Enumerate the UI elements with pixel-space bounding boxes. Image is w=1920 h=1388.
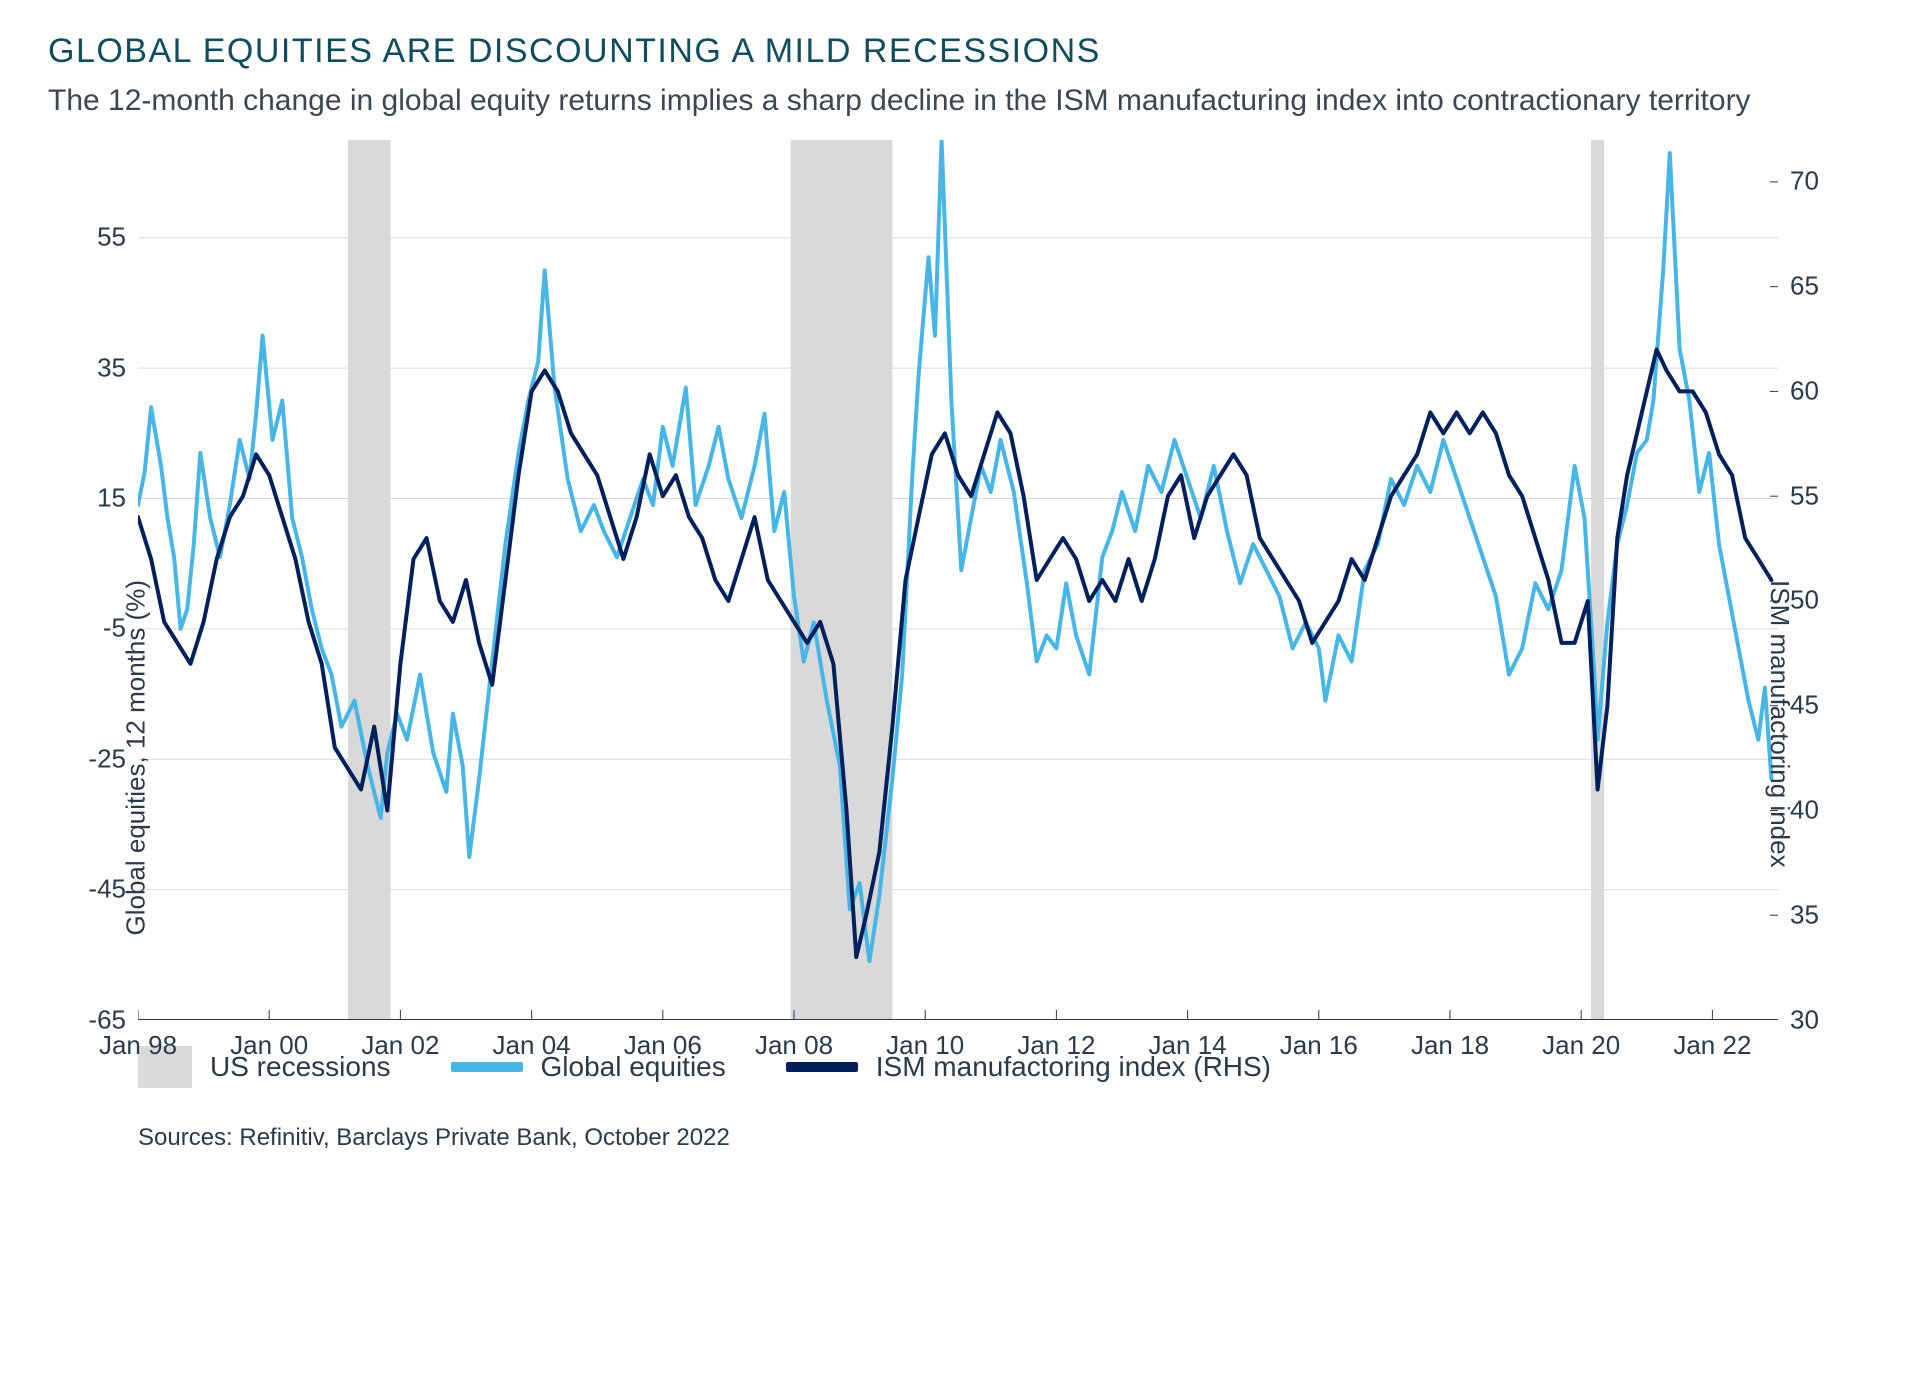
sources: Sources: Refinitiv, Barclays Private Ban…: [138, 1124, 1872, 1152]
x-tick: Jan 06: [624, 1020, 702, 1061]
x-tick: Jan 22: [1673, 1020, 1751, 1061]
y-right-tick: 70: [1778, 166, 1819, 197]
x-tick: Jan 16: [1280, 1020, 1358, 1061]
x-tick: Jan 20: [1542, 1020, 1620, 1061]
y-right-tick: 40: [1778, 794, 1819, 825]
equities-swatch: [451, 1062, 523, 1072]
x-tick: Jan 14: [1149, 1020, 1227, 1061]
x-tick: Jan 18: [1411, 1020, 1489, 1061]
x-tick: Jan 12: [1017, 1020, 1095, 1061]
chart-subtitle: The 12-month change in global equity ret…: [48, 81, 1768, 122]
x-tick: Jan 98: [99, 1020, 177, 1061]
x-tick: Jan 10: [886, 1020, 964, 1061]
y-left-tick: -45: [88, 874, 138, 905]
ism-swatch: [786, 1062, 858, 1072]
y-left-tick: 55: [97, 222, 138, 253]
y-left-tick: -25: [88, 743, 138, 774]
y-left-tick: 35: [97, 352, 138, 383]
chart-area: Global equities, 12 months (%) ISM manuf…: [48, 140, 1872, 1020]
y-right-tick: 30: [1778, 1004, 1819, 1035]
y-right-tick: 55: [1778, 480, 1819, 511]
x-tick: Jan 00: [230, 1020, 308, 1061]
y-right-tick: 35: [1778, 899, 1819, 930]
chart-svg: [138, 140, 1778, 1020]
y-left-tick: 15: [97, 483, 138, 514]
x-tick: Jan 08: [755, 1020, 833, 1061]
x-tick: Jan 04: [493, 1020, 571, 1061]
y-left-tick: -5: [103, 613, 138, 644]
plot: Global equities, 12 months (%) ISM manuf…: [138, 140, 1778, 1020]
y-right-tick: 65: [1778, 271, 1819, 302]
y-right-tick: 60: [1778, 375, 1819, 406]
chart-title: GLOBAL EQUITIES ARE DISCOUNTING A MILD R…: [48, 32, 1872, 71]
x-tick: Jan 02: [361, 1020, 439, 1061]
y-right-tick: 50: [1778, 585, 1819, 616]
y-right-tick: 45: [1778, 690, 1819, 721]
